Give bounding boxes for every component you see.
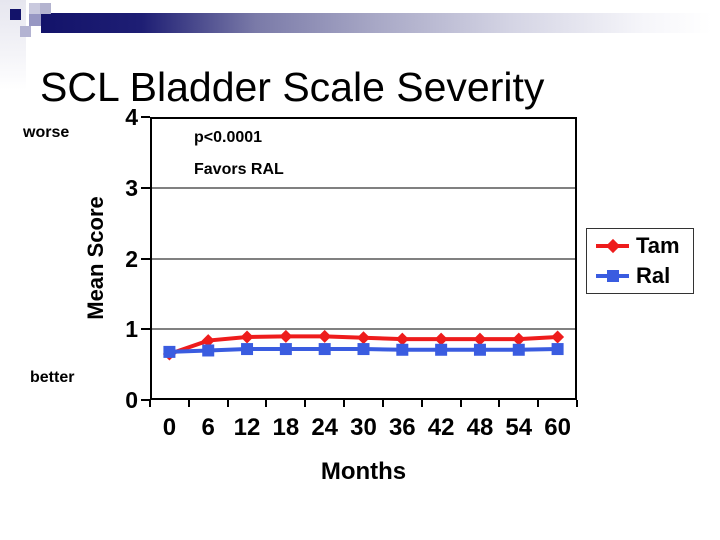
chart-series-svg xyxy=(162,329,565,361)
marker-tam-6 xyxy=(201,334,215,348)
annotation-p-value: p<0.0001 xyxy=(194,129,263,146)
x-tick-label-48: 48 xyxy=(466,414,494,441)
x-tick-mark-1 xyxy=(187,400,190,407)
marker-tam-48 xyxy=(473,332,487,346)
marker-ral-54 xyxy=(512,343,525,356)
marker-ral-42 xyxy=(435,343,448,356)
x-tick-label-12: 12 xyxy=(233,414,261,441)
x-tick-mark-6 xyxy=(381,400,384,407)
marker-ral-60 xyxy=(551,343,564,356)
deco-square-light-2 xyxy=(40,3,51,14)
x-tick-mark-10 xyxy=(537,400,540,407)
x-tick-label-42: 42 xyxy=(427,414,455,441)
axis-note-better: better xyxy=(30,369,75,386)
x-tick-mark-5 xyxy=(343,400,346,407)
marker-ral-0 xyxy=(163,345,176,358)
y-tick-mark-3 xyxy=(141,186,150,189)
y-tick-label-1: 1 xyxy=(125,316,138,343)
gridline-y1 xyxy=(152,328,575,331)
y-tick-mark-1 xyxy=(141,328,150,331)
header-gradient-bar xyxy=(41,13,712,33)
deco-square-light-3 xyxy=(20,26,31,37)
gridline-y3 xyxy=(152,186,575,189)
marker-tam-24 xyxy=(318,329,332,343)
annotation-favors: Favors RAL xyxy=(194,161,284,178)
y-tick-label-4: 4 xyxy=(125,104,138,130)
slide-title: SCL Bladder Scale Severity xyxy=(40,64,545,110)
legend-entry-ral: Ral xyxy=(596,262,693,288)
x-tick-label-36: 36 xyxy=(388,414,416,441)
x-tick-label-18: 18 xyxy=(272,414,300,441)
deco-square-medium xyxy=(29,14,41,26)
marker-tam-60 xyxy=(551,330,565,344)
x-tick-label-24: 24 xyxy=(311,414,339,441)
marker-ral-18 xyxy=(279,343,292,356)
x-tick-label-30: 30 xyxy=(350,414,377,441)
gridline-y2 xyxy=(152,257,575,260)
axis-note-worse: worse xyxy=(23,124,70,141)
legend-diamond-icon xyxy=(596,239,629,254)
y-tick-label-3: 3 xyxy=(125,174,138,201)
marker-ral-6 xyxy=(202,344,215,357)
x-tick-mark-2 xyxy=(226,400,229,407)
legend-square-icon xyxy=(596,269,629,282)
x-tick-mark-4 xyxy=(304,400,307,407)
marker-ral-36 xyxy=(396,343,409,356)
legend-entry-tam: Tam xyxy=(596,234,693,258)
x-tick-label-6: 6 xyxy=(201,414,215,441)
deco-square-light-1 xyxy=(29,3,40,14)
x-tick-label-60: 60 xyxy=(544,414,571,441)
marker-ral-30 xyxy=(357,343,370,356)
x-tick-label-0: 0 xyxy=(162,414,177,441)
y-tick-mark-0 xyxy=(141,399,150,401)
marker-tam-54 xyxy=(512,332,526,346)
y-tick-mark-2 xyxy=(141,257,150,260)
marker-ral-24 xyxy=(318,343,331,356)
legend-label-tam: Tam xyxy=(636,233,680,259)
x-tick-mark-11 xyxy=(576,400,578,407)
marker-tam-42 xyxy=(434,332,448,346)
square-marker-icon xyxy=(606,269,619,282)
x-tick-mark-9 xyxy=(498,400,501,407)
x-tick-mark-0 xyxy=(149,400,151,407)
y-tick-label-2: 2 xyxy=(125,245,138,272)
chart-legend: Tam Ral xyxy=(586,228,694,294)
marker-tam-12 xyxy=(240,330,254,344)
marker-ral-12 xyxy=(241,343,254,356)
x-axis-title: Months xyxy=(320,458,407,485)
x-tick-label-54: 54 xyxy=(505,414,533,441)
x-tick-mark-3 xyxy=(265,400,268,407)
marker-tam-36 xyxy=(395,332,409,346)
diamond-marker-icon xyxy=(605,239,620,254)
marker-tam-18 xyxy=(279,329,293,343)
legend-label-ral: Ral xyxy=(636,262,671,288)
y-tick-label-0: 0 xyxy=(125,387,138,413)
deco-square-dark xyxy=(10,9,21,20)
x-tick-mark-7 xyxy=(420,400,423,407)
marker-ral-48 xyxy=(473,343,486,356)
x-tick-mark-8 xyxy=(459,400,462,407)
y-tick-mark-4 xyxy=(141,116,150,118)
marker-tam-30 xyxy=(357,331,370,345)
